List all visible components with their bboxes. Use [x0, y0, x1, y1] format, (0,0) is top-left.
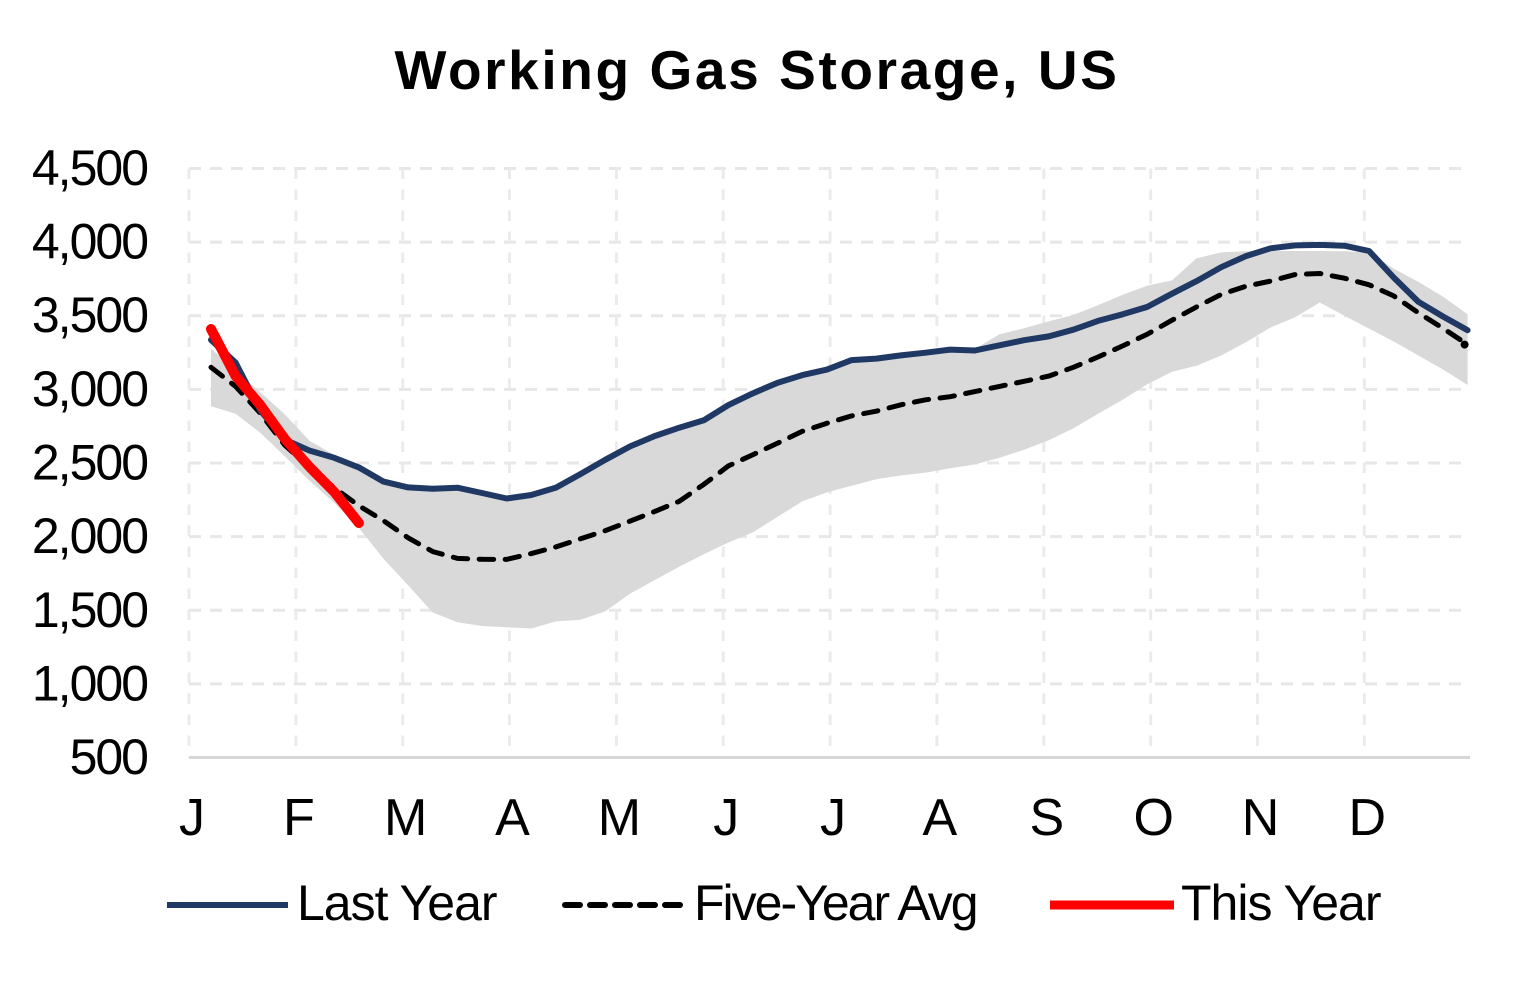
svg-text:Five-Year Avg: Five-Year Avg [694, 875, 977, 931]
svg-text:Working Gas Storage, US: Working Gas Storage, US [394, 39, 1119, 101]
svg-text:D: D [1349, 789, 1387, 847]
svg-text:A: A [495, 789, 530, 847]
svg-text:4,500: 4,500 [32, 140, 147, 196]
svg-text:A: A [923, 789, 958, 847]
svg-text:4,000: 4,000 [32, 214, 147, 270]
svg-text:1,000: 1,000 [32, 655, 147, 711]
svg-text:F: F [283, 789, 315, 847]
svg-text:2,500: 2,500 [32, 435, 147, 491]
svg-text:3,000: 3,000 [32, 361, 147, 417]
svg-text:Last Year: Last Year [297, 875, 497, 931]
svg-text:M: M [384, 789, 427, 847]
svg-text:N: N [1242, 789, 1280, 847]
svg-text:3,500: 3,500 [32, 287, 147, 343]
svg-text:500: 500 [70, 729, 148, 785]
svg-text:M: M [598, 789, 641, 847]
svg-text:2,000: 2,000 [32, 508, 147, 564]
svg-text:J: J [179, 789, 205, 847]
svg-text:O: O [1133, 789, 1173, 847]
svg-text:J: J [713, 789, 739, 847]
svg-text:1,500: 1,500 [32, 582, 147, 638]
svg-text:This Year: This Year [1181, 875, 1381, 931]
svg-text:S: S [1029, 789, 1064, 847]
svg-text:J: J [820, 789, 846, 847]
